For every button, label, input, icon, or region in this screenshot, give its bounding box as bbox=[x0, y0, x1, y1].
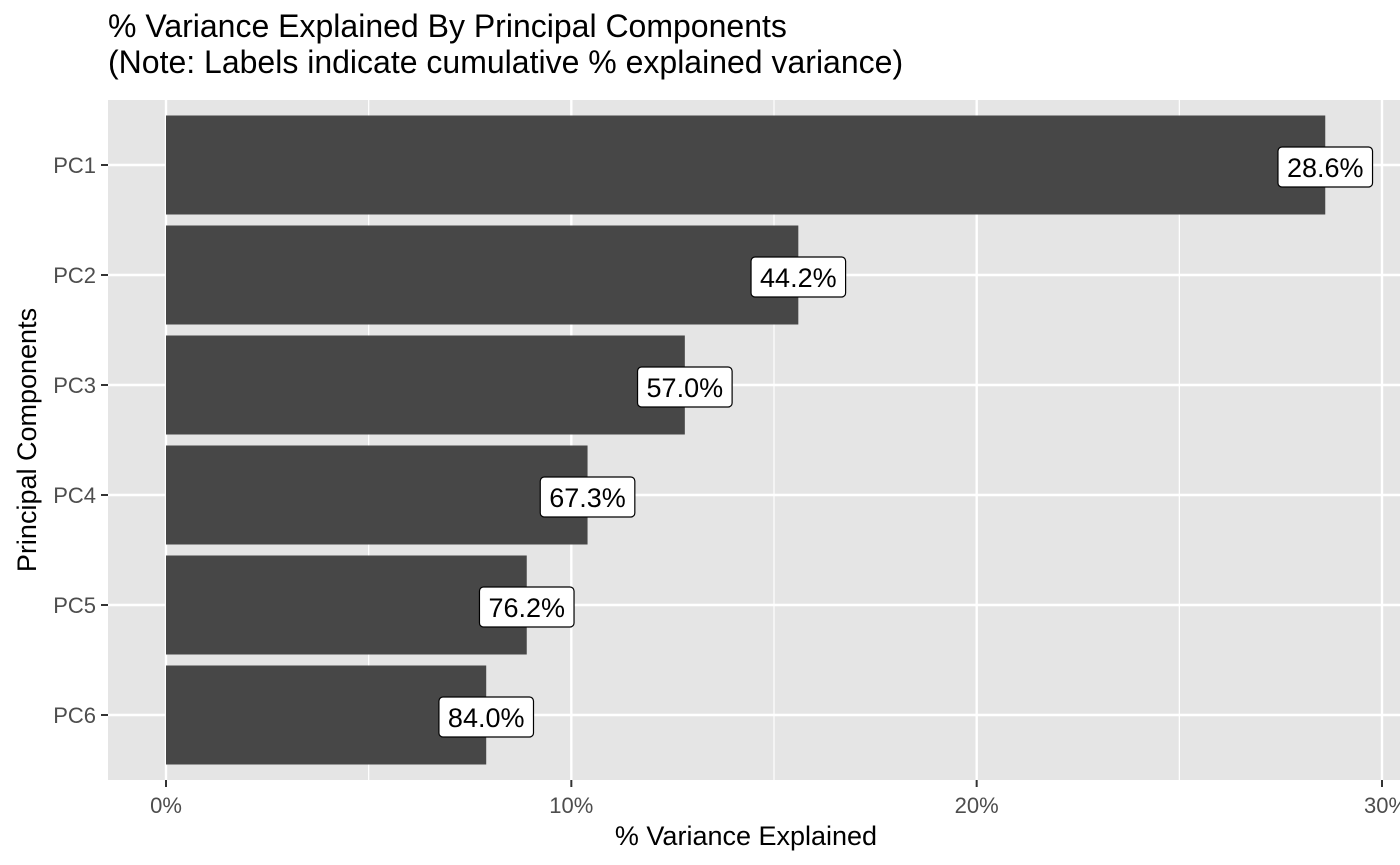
data-label-box bbox=[750, 256, 847, 298]
data-label-pc1: 28.6% bbox=[1277, 146, 1374, 188]
data-label-pc4: 67.3% bbox=[539, 476, 636, 518]
data-label-box bbox=[478, 586, 575, 628]
bar-pc3 bbox=[166, 335, 685, 435]
data-label-text: 28.6% bbox=[1287, 153, 1364, 183]
y-axis-title: Principal Components bbox=[12, 308, 42, 572]
y-tick-label: PC4 bbox=[53, 483, 96, 508]
x-tick-label: 20% bbox=[955, 793, 999, 818]
data-label-text: 57.0% bbox=[647, 373, 724, 403]
data-label-box bbox=[539, 476, 636, 518]
bars bbox=[166, 115, 1326, 765]
data-label-text: 84.0% bbox=[448, 703, 525, 733]
x-tick-label: 0% bbox=[150, 793, 182, 818]
x-tick-label: 30% bbox=[1364, 793, 1400, 818]
chart-title-block: % Variance Explained By Principal Compon… bbox=[108, 8, 903, 80]
data-label-box bbox=[438, 696, 535, 738]
data-label-pc2: 44.2% bbox=[750, 256, 847, 298]
y-tick-label: PC6 bbox=[53, 703, 96, 728]
bar-pc4 bbox=[166, 445, 588, 545]
y-tick-label: PC3 bbox=[53, 373, 96, 398]
bar-pc6 bbox=[166, 665, 487, 765]
data-label-text: 67.3% bbox=[549, 483, 626, 513]
y-tick-label: PC2 bbox=[53, 263, 96, 288]
bar-pc2 bbox=[166, 225, 799, 325]
x-tick-label: 10% bbox=[549, 793, 593, 818]
data-label-box bbox=[636, 366, 733, 408]
y-tick-label: PC1 bbox=[53, 153, 96, 178]
data-label-box bbox=[1277, 146, 1374, 188]
x-axis-title: % Variance Explained bbox=[615, 821, 877, 851]
data-label-text: 44.2% bbox=[760, 263, 837, 293]
chart-title: % Variance Explained By Principal Compon… bbox=[108, 8, 787, 44]
y-axis: PC1 PC2 PC3 PC4 PC5 PC6 bbox=[53, 153, 108, 728]
bar-pc5 bbox=[166, 555, 527, 655]
chart-subtitle: (Note: Labels indicate cumulative % expl… bbox=[108, 44, 904, 80]
data-label-pc5: 76.2% bbox=[478, 586, 575, 628]
x-axis: 0% 10% 20% 30% bbox=[150, 780, 1400, 818]
data-labels: 28.6% 44.2% 57.0% 67.3% 76.2% 84.0% bbox=[438, 146, 1374, 738]
data-label-text: 76.2% bbox=[488, 593, 565, 623]
data-label-pc3: 57.0% bbox=[636, 366, 733, 408]
bar-pc1 bbox=[166, 115, 1326, 215]
data-label-pc6: 84.0% bbox=[438, 696, 535, 738]
y-tick-label: PC5 bbox=[53, 593, 96, 618]
